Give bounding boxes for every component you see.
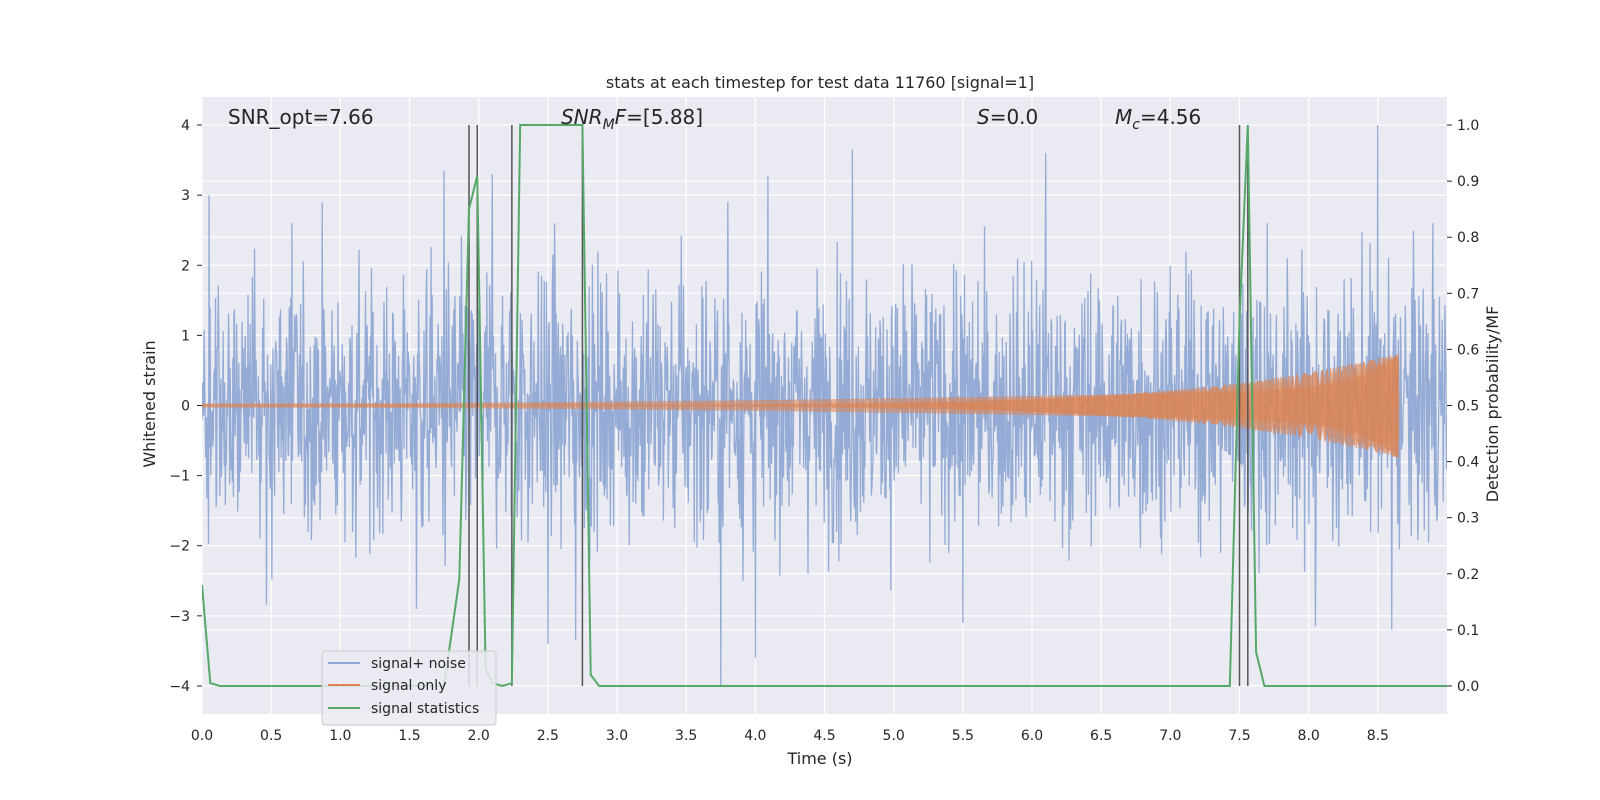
- legend-label-stats: signal statistics: [371, 701, 479, 717]
- y-tick-label-right: 0.2: [1457, 567, 1479, 583]
- x-tick-label: 7.5: [1228, 728, 1250, 744]
- x-tick-label: 0.5: [260, 728, 282, 744]
- x-tick-label: 6.5: [1090, 728, 1112, 744]
- y-tick-label-left: 0: [181, 399, 190, 415]
- mc-sub: c: [1132, 117, 1140, 133]
- y-tick-label-left: 1: [181, 328, 190, 344]
- y-tick-label-right: 0.8: [1457, 230, 1479, 246]
- signal-statistics-line: [202, 124, 1447, 687]
- annotation-snr-opt: SNR_opt=7.66: [228, 105, 374, 129]
- legend-label-signal: signal only: [371, 678, 446, 694]
- mc-base: M: [1115, 105, 1132, 129]
- x-tick-label: 1.0: [329, 728, 351, 744]
- x-tick-label: 3.5: [675, 728, 697, 744]
- y-tick-label-right: 0.4: [1457, 455, 1479, 471]
- y-tick-label-right: 1.0: [1457, 118, 1479, 134]
- snr-mf-F: F: [615, 105, 627, 129]
- y-tick-label-right: 0.1: [1457, 623, 1479, 639]
- y-tick-label-right: 0.6: [1457, 342, 1479, 358]
- x-tick-label: 6.0: [1021, 728, 1043, 744]
- series-signal-statistics: [202, 124, 1447, 687]
- y-tick-label-right: 0.3: [1457, 511, 1479, 527]
- series-signal-only: [202, 352, 1400, 459]
- ticks: 0.0 0.5 1.0 1.5 2.0 2.5 3.0 3.5 4.0 4.5 5.0 5.5 6.0 6…: [169, 118, 1479, 744]
- y-tick-label-left: −3: [169, 609, 190, 625]
- signal-only-envelope: [202, 352, 1399, 459]
- s-symbol: S: [977, 105, 990, 129]
- y-tick-label-right: 0.7: [1457, 286, 1479, 302]
- y-tick-label-left: −2: [169, 539, 190, 555]
- y-axis-label-right: Detection probability/MF: [1483, 306, 1502, 503]
- x-axis-label: Time (s): [786, 749, 852, 768]
- y-tick-label-right: 0.5: [1457, 399, 1479, 415]
- legend-box: [321, 650, 497, 726]
- x-tick-label: 8.0: [1298, 728, 1320, 744]
- x-tick-label: 4.0: [744, 728, 766, 744]
- mc-value: =4.56: [1140, 105, 1201, 129]
- snr-mf-base: SNR: [561, 105, 603, 129]
- x-tick-label: 5.5: [952, 728, 974, 744]
- y-tick-label-left: 3: [181, 188, 190, 204]
- x-tick-label: 2.0: [468, 728, 490, 744]
- x-tick-label: 0.0: [191, 728, 213, 744]
- y-tick-label-right: 0.9: [1457, 174, 1479, 190]
- chart-title: stats at each timestep for test data 117…: [606, 73, 1034, 92]
- y-tick-label-left: 4: [181, 118, 190, 134]
- y-axis-label-left: Whitened strain: [140, 340, 159, 467]
- snr-mf-value: =[5.88]: [626, 105, 703, 129]
- y-tick-label-right: 0.0: [1457, 679, 1479, 695]
- annotations: SNR_opt=7.66 SNRMF=[5.88] S=0.0 Mc=4.56: [228, 105, 1201, 133]
- x-tick-label: 2.5: [537, 728, 559, 744]
- y-tick-label-left: 2: [181, 258, 190, 274]
- y-tick-label-left: −4: [169, 679, 190, 695]
- x-tick-label: 4.5: [813, 728, 835, 744]
- s-value: =0.0: [990, 105, 1039, 129]
- annotation-mc: Mc=4.56: [1115, 105, 1201, 133]
- y-tick-label-left: −1: [169, 469, 190, 485]
- legend: signal+ noise signal only signal statist…: [321, 650, 497, 726]
- legend-label-noise: signal+ noise: [371, 656, 466, 672]
- x-tick-label: 1.5: [398, 728, 420, 744]
- annotation-snr-mf: SNRMF=[5.88]: [561, 105, 703, 133]
- x-tick-label: 3.0: [606, 728, 628, 744]
- x-tick-label: 7.0: [1159, 728, 1181, 744]
- x-tick-label: 5.0: [883, 728, 905, 744]
- annotation-s: S=0.0: [977, 105, 1038, 129]
- snr-mf-sub: M: [603, 117, 615, 133]
- x-tick-label: 8.5: [1367, 728, 1389, 744]
